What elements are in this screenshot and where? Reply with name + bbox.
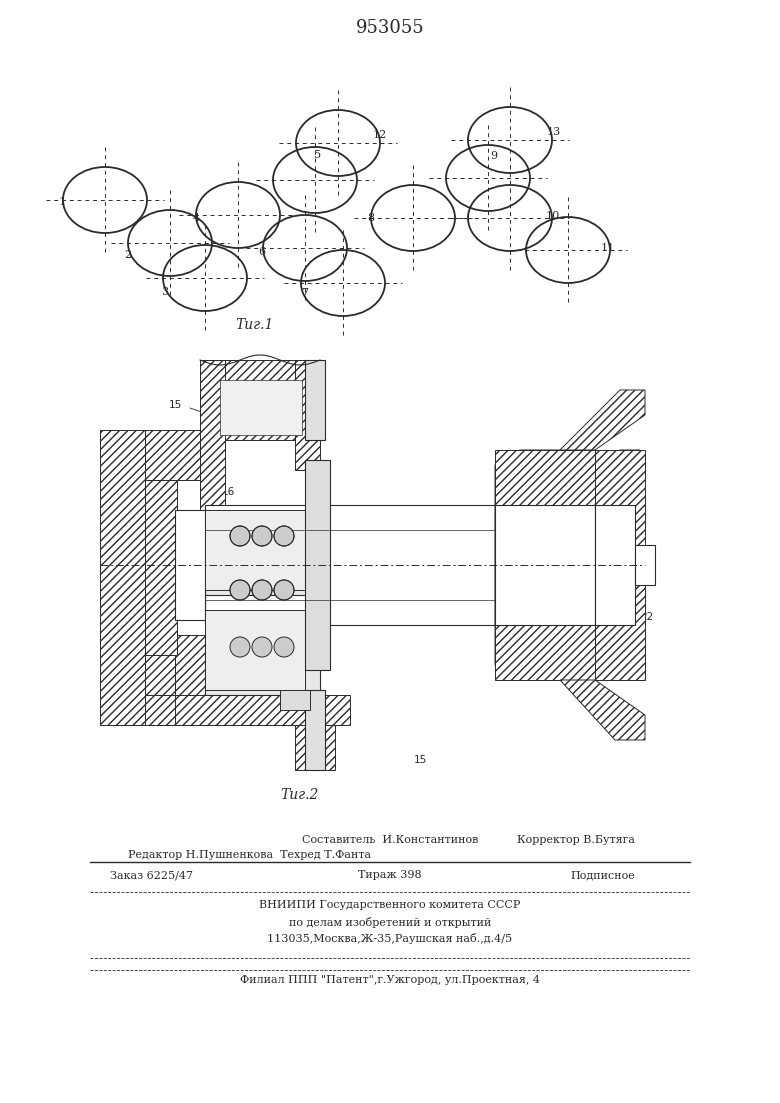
Polygon shape	[495, 450, 640, 681]
Text: 11: 11	[601, 243, 615, 253]
Text: 953055: 953055	[356, 19, 424, 38]
Bar	[200, 360, 225, 525]
Text: Филиал ППП "Патент",г.Ужгород, ул.Проектная, 4: Филиал ППП "Патент",г.Ужгород, ул.Проект…	[240, 975, 540, 985]
Text: 8: 8	[367, 213, 374, 223]
Text: 3: 3	[161, 287, 168, 297]
Text: 21: 21	[122, 560, 135, 570]
Polygon shape	[560, 681, 645, 740]
Bar	[175, 695, 350, 725]
Text: 20: 20	[136, 531, 150, 540]
Circle shape	[230, 638, 250, 657]
Text: 3,7,11,: 3,7,11,	[302, 724, 333, 732]
Text: 4: 4	[193, 213, 200, 223]
Bar	[145, 480, 177, 655]
Text: Редактор Н.Пушненкова  Техред Т.Фанта: Редактор Н.Пушненкова Техред Т.Фанта	[129, 850, 371, 860]
Bar	[145, 480, 175, 560]
Circle shape	[274, 526, 294, 546]
Text: Τиг.1: Τиг.1	[236, 318, 275, 332]
Bar	[295, 725, 335, 770]
Bar	[205, 505, 495, 625]
Bar	[295, 360, 320, 470]
Text: 12,13: 12,13	[302, 736, 328, 745]
Bar	[205, 635, 320, 695]
Text: Корректор В.Бутяга: Корректор В.Бутяга	[517, 835, 635, 845]
Circle shape	[230, 526, 250, 546]
Bar	[635, 545, 655, 585]
Bar	[495, 505, 595, 625]
Text: Τиг.2: Τиг.2	[281, 788, 319, 802]
Bar	[305, 360, 325, 440]
Text: 15: 15	[413, 754, 427, 765]
Text: 2: 2	[125, 250, 132, 260]
Bar	[177, 510, 205, 590]
Bar	[205, 525, 320, 595]
Text: Составитель  И.Константинов: Составитель И.Константинов	[302, 835, 478, 845]
Bar	[595, 505, 635, 625]
Text: 18: 18	[243, 705, 257, 715]
Text: 13: 13	[547, 127, 561, 137]
Bar	[595, 450, 645, 681]
Text: 10: 10	[546, 211, 560, 221]
Polygon shape	[495, 625, 595, 681]
Bar	[175, 510, 205, 620]
Text: 16: 16	[222, 488, 235, 497]
Polygon shape	[560, 390, 645, 450]
Text: 7: 7	[302, 288, 309, 298]
Bar	[205, 510, 305, 590]
Text: ВНИИПИ Государственного комитета СССР: ВНИИПИ Государственного комитета СССР	[259, 900, 521, 910]
Text: 5: 5	[314, 150, 321, 160]
Text: 14: 14	[120, 675, 133, 685]
Circle shape	[230, 580, 250, 600]
Circle shape	[252, 580, 272, 600]
Bar	[145, 635, 175, 695]
Text: 113035,Москва,Ж-35,Раушская наб.,д.4/5: 113035,Москва,Ж-35,Раушская наб.,д.4/5	[268, 933, 512, 944]
Text: Подписное: Подписное	[570, 870, 635, 880]
Circle shape	[252, 526, 272, 546]
Bar	[100, 430, 145, 725]
Text: 6: 6	[258, 247, 265, 257]
Bar	[145, 430, 200, 480]
Bar	[305, 460, 330, 670]
Text: 22: 22	[640, 612, 654, 622]
Bar	[205, 610, 305, 690]
Text: 19: 19	[308, 754, 321, 765]
Text: Тираж 398: Тираж 398	[358, 870, 422, 880]
Text: 12: 12	[373, 130, 387, 140]
Bar	[145, 695, 200, 725]
Bar	[175, 525, 205, 595]
Circle shape	[252, 638, 272, 657]
Text: 17: 17	[135, 623, 148, 633]
Bar	[280, 690, 310, 710]
Bar	[305, 690, 325, 770]
Circle shape	[274, 638, 294, 657]
Bar	[220, 381, 302, 435]
Polygon shape	[495, 450, 595, 505]
Text: по делам изобретений и открытий: по делам изобретений и открытий	[289, 917, 491, 928]
Text: 15: 15	[168, 400, 182, 410]
Bar	[200, 360, 320, 440]
Text: 9: 9	[491, 151, 498, 161]
Text: 1: 1	[58, 197, 66, 207]
Circle shape	[274, 580, 294, 600]
Text: Заказ 6225/47: Заказ 6225/47	[110, 870, 193, 880]
Bar	[175, 635, 205, 695]
